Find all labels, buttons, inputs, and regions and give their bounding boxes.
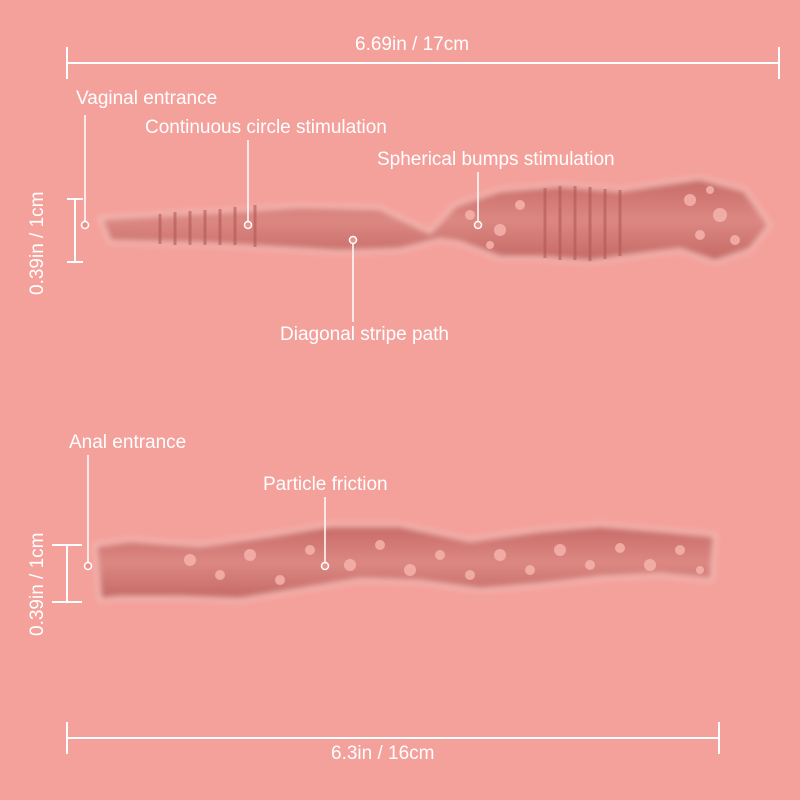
- vaginal-width-label: 0.39in / 1cm: [27, 191, 48, 296]
- vaginal-length-label: 6.69in / 17cm: [355, 34, 470, 55]
- anal-length-label: 6.3in / 16cm: [331, 743, 435, 764]
- callout-points: [80, 220, 483, 571]
- callout-leaders: [84, 115, 479, 563]
- anal-entrance-label: Anal entrance: [69, 432, 187, 453]
- vaginal-entrance-label: Vaginal entrance: [76, 88, 218, 109]
- bumps-stimulation-label: Spherical bumps stimulation: [377, 149, 615, 170]
- anal-width-label: 0.39in / 1cm: [27, 532, 48, 637]
- particle-friction-label: Particle friction: [263, 474, 388, 495]
- circle-stimulation-label: Continuous circle stimulation: [145, 117, 387, 138]
- vaginal-channel-illustration: [97, 176, 772, 264]
- diagonal-stripe-label: Diagonal stripe path: [280, 324, 449, 345]
- anal-channel-illustration: [93, 523, 717, 602]
- dimension-lines: [52, 47, 780, 754]
